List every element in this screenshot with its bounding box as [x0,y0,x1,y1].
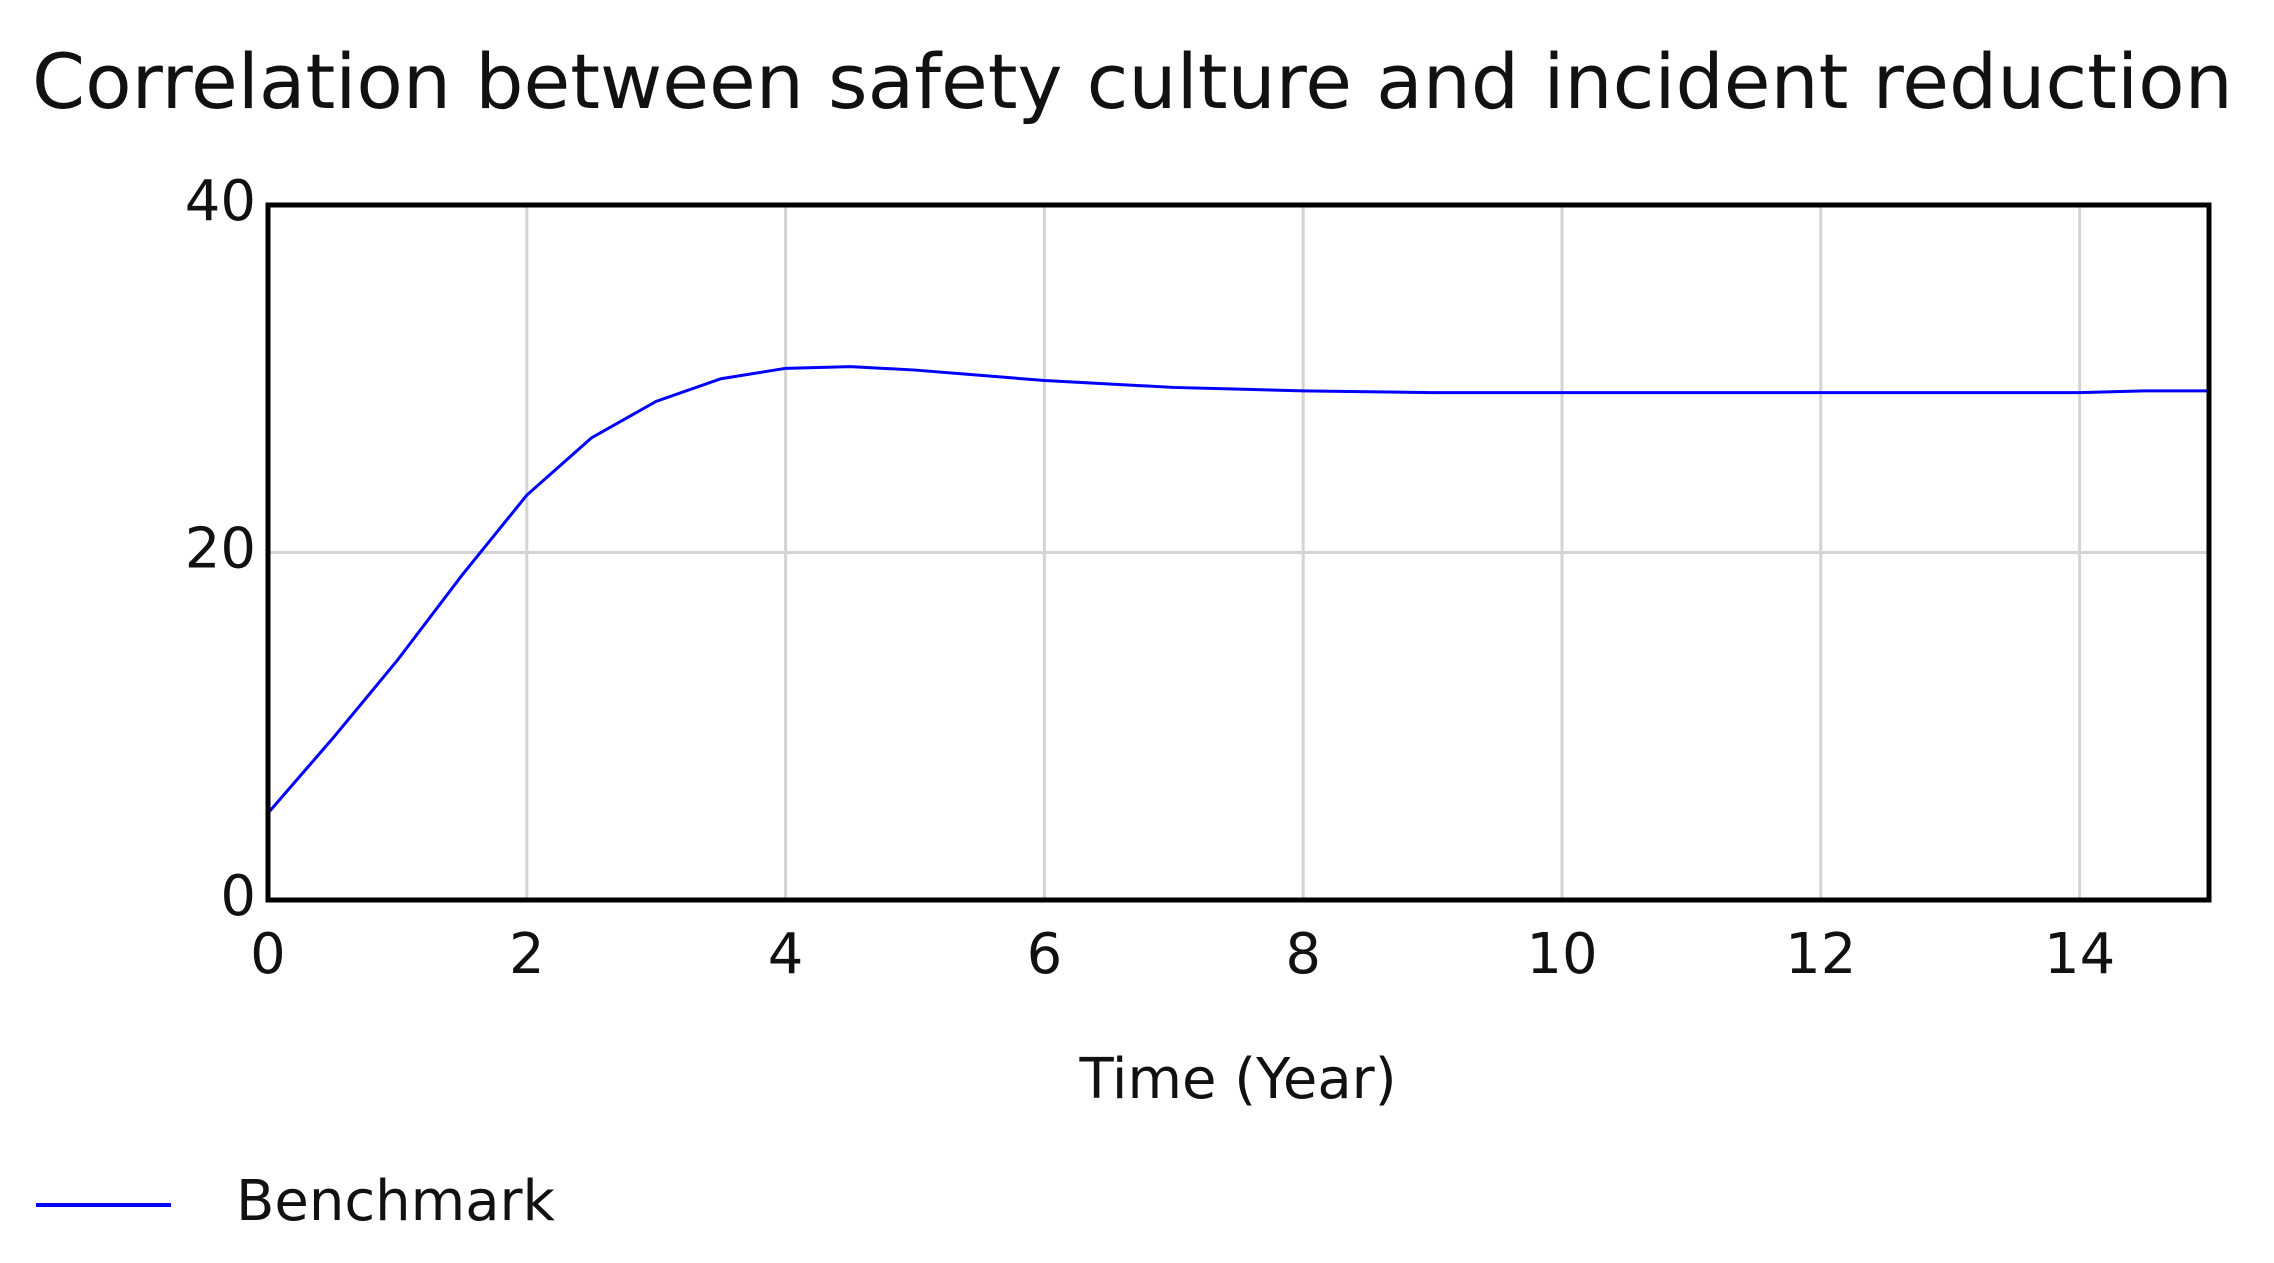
x-tick-label: 0 [250,922,286,987]
chart-title: Correlation between safety culture and i… [32,37,2233,126]
x-tick-label: 14 [2044,922,2115,987]
x-tick-label: 4 [768,922,804,987]
legend-label: Benchmark [236,1169,556,1234]
x-axis-label: Time (Year) [1078,1047,1396,1112]
x-tick-label: 10 [1526,922,1597,987]
y-tick-label: 20 [185,517,256,582]
y-tick-label: 0 [220,864,256,929]
data-line [266,365,2209,815]
x-tick-label: 6 [1027,922,1063,987]
x-tick-label: 2 [509,922,545,987]
y-tick-label: 40 [185,169,256,234]
plot-frame [265,202,2212,903]
x-tick-label: 8 [1285,922,1321,987]
x-tick-label: 12 [1785,922,1856,987]
